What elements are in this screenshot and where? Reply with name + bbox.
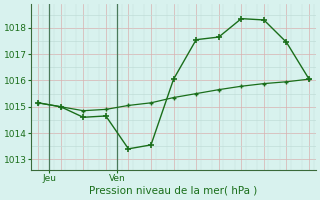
X-axis label: Pression niveau de la mer( hPa ): Pression niveau de la mer( hPa ) bbox=[90, 186, 258, 196]
